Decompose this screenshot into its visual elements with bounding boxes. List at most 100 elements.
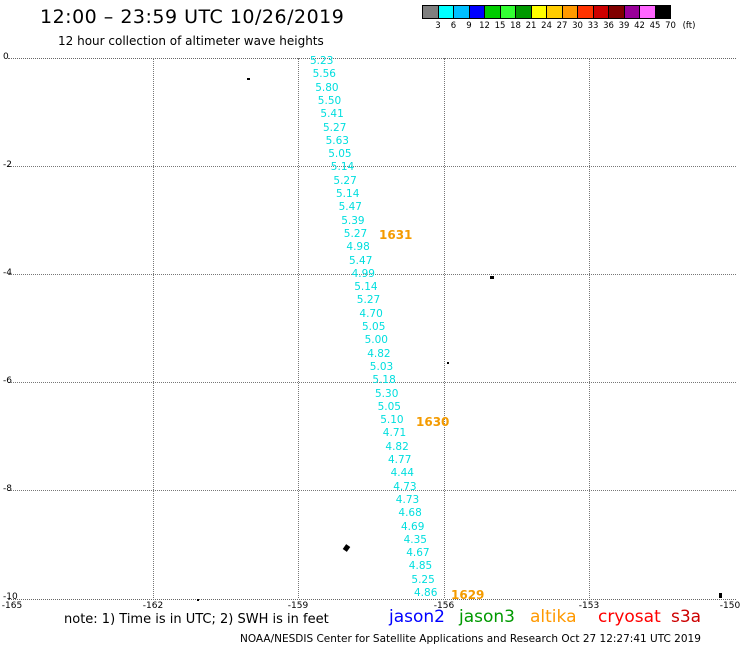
swh-value: 4.86 [414,587,438,599]
swh-value: 5.27 [356,294,381,307]
x-label: -162 [142,601,164,611]
y-label: 0 [3,52,9,62]
y-label: -8 [3,484,12,494]
swh-value: 5.27 [323,121,347,134]
swh-value: 5.47 [338,201,362,214]
swh-value: 5.18 [372,374,396,387]
swh-value: 5.05 [362,321,386,333]
time-label: 1631 [379,228,413,242]
gridline-lon-159 [298,58,299,598]
footer-credit: NOAA/NESDIS Center for Satellite Applica… [240,633,701,645]
colorbar-label: 42 [634,21,645,31]
colorbar-swatch [499,5,516,19]
colorbar-label: 18 [510,21,521,31]
x-label: -156 [433,601,455,611]
colorbar-swatch [530,5,547,19]
colorbar-label: 6 [450,21,457,31]
swh-value: 5.27 [333,174,357,187]
x-label: -165 [1,601,23,611]
colorbar-label: 33 [587,21,599,31]
colorbar-label: 30 [572,21,583,31]
colorbar-swatch [608,5,625,19]
island-marker [447,362,449,364]
gridline-lon-162 [153,58,154,598]
island-marker [719,593,722,598]
swh-value: 4.69 [401,520,425,533]
colorbar-label: 45 [649,21,661,31]
swh-value: 5.23 [310,55,334,67]
swh-value: 5.80 [315,81,339,94]
colorbar-swatch [515,5,532,19]
colorbar-swatch [592,5,609,19]
gridline-lon-153 [589,58,590,598]
swh-value: 4.82 [367,347,391,360]
legend-cryosat: cryosat [598,607,661,627]
colorbar-label: 36 [603,21,614,31]
swh-value: 4.71 [382,427,407,440]
swh-value: 4.99 [351,267,375,280]
gridline-lat-4 [8,274,736,275]
gridline-lat-6 [8,382,736,383]
colorbar-swatch [422,5,439,19]
swh-value: 5.10 [380,414,404,427]
colorbar-label: 21 [525,21,537,31]
swh-value: 4.68 [398,507,422,520]
swh-value: 4.73 [395,493,420,506]
swh-value: 4.44 [390,467,414,480]
x-label: -159 [287,601,309,611]
colorbar-swatch [561,5,578,19]
swh-value: 5.00 [364,334,388,347]
gridline-lat-2 [8,166,736,167]
swh-value: 5.41 [320,108,344,121]
gridline-lat-8 [8,490,736,491]
colorbar-label: 9 [466,21,472,31]
island-marker [247,78,250,80]
map-title: 12:00 – 23:59 UTC 10/26/2019 [40,6,345,28]
colorbar-label: 3 [435,21,441,31]
island-marker [197,599,199,601]
y-label: -2 [3,160,12,170]
legend-jason3: jason3 [459,607,515,627]
footer-note: note: 1) Time is in UTC; 2) SWH is in fe… [64,612,329,627]
legend-altika: altika [530,607,577,627]
colorbar-swatch [453,5,470,19]
x-label: -150 [719,601,740,611]
swh-value: 5.47 [349,254,373,267]
colorbar-swatch [577,5,594,19]
colorbar-swatch [437,5,454,19]
colorbar-swatch [623,5,640,19]
map-plot-area [8,58,736,600]
swh-value: 4.82 [385,440,409,453]
colorbar-label: 39 [618,21,630,31]
swh-value: 5.14 [336,188,360,200]
swh-value: 5.27 [343,227,368,240]
legend-s3a: s3a [671,607,702,627]
y-label: -10 [3,592,18,602]
colorbar-label: 27 [556,21,568,31]
y-label: -4 [3,268,12,278]
time-label: 1629 [451,588,485,602]
swh-value: 4.70 [359,307,383,320]
x-label: -153 [578,601,600,611]
island-marker [490,276,494,279]
legend-jason2: jason2 [389,607,445,627]
swh-value: 5.05 [328,148,352,161]
colorbar-swatch [484,5,501,19]
colorbar-label: 24 [541,21,552,31]
swh-value: 4.35 [403,533,427,546]
swh-value: 5.39 [341,214,365,227]
swh-value: 4.85 [408,560,433,573]
gridline-lon-156 [444,58,445,598]
colorbar-label: 12 [479,21,490,31]
swh-value: 4.98 [346,241,370,254]
swh-value: 5.63 [325,134,349,147]
wave-height-colorbar [422,5,671,21]
swh-value: 4.77 [388,454,412,466]
map-subtitle: 12 hour collection of altimeter wave hei… [58,34,324,48]
swh-value: 4.73 [393,480,417,493]
y-label: -6 [3,376,12,386]
colorbar-swatch [639,5,656,19]
colorbar-swatch [468,5,485,19]
colorbar-label: (ft) [682,21,696,31]
swh-value: 5.14 [330,161,355,174]
